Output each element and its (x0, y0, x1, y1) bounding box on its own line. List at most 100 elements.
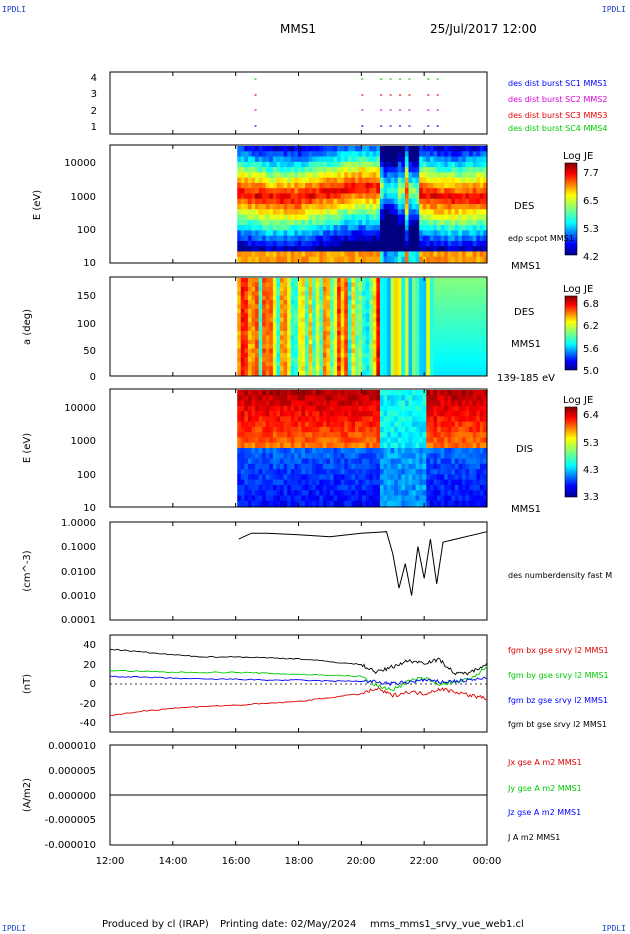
spectrogram-cell (344, 458, 349, 465)
spectrogram-cell (315, 432, 320, 439)
spectrogram-cell (390, 295, 395, 301)
spectrogram-cell (387, 317, 392, 323)
spectrogram-cell (237, 458, 242, 465)
spectrogram-cell (369, 495, 374, 502)
spectrogram-cell (437, 370, 442, 376)
spectrogram-cell (326, 490, 331, 497)
spectrogram-cell (369, 313, 374, 319)
spectrogram-cell (426, 357, 431, 363)
spectrogram-cell (308, 295, 313, 301)
spectrogram-cell (401, 432, 406, 439)
spectrogram-cell (419, 484, 424, 491)
spectrogram-cell (412, 251, 417, 258)
spectrogram-cell (401, 411, 406, 417)
spectrogram-cell (465, 246, 470, 253)
spectrogram-cell (412, 416, 417, 423)
spectrogram-cell (290, 484, 295, 491)
spectrogram-cell (290, 278, 295, 284)
spectrogram-cell (426, 469, 431, 475)
spectrogram-cell (415, 182, 420, 189)
spectrogram-cell (387, 326, 392, 332)
spectrogram-cell (426, 463, 431, 470)
spectrogram-cell (465, 198, 470, 205)
spectrogram-cell (337, 421, 342, 428)
spectrogram-cell (397, 295, 402, 301)
spectrogram-cell (344, 240, 349, 247)
spectrogram-cell (358, 304, 363, 310)
spectrogram-cell (404, 390, 410, 396)
spectrogram-cell (330, 405, 335, 412)
spectrogram-cell (365, 235, 370, 242)
spectrogram-cell (251, 370, 256, 376)
spectrogram-cell (283, 300, 288, 306)
des-energy-ylabel: E (eV) (32, 190, 43, 220)
spectrogram-cell (387, 308, 392, 314)
spectrogram-cell (422, 313, 427, 319)
spectrogram-cell (451, 495, 456, 502)
spectrogram-cell (444, 352, 449, 358)
burst-ytick: 3 (91, 89, 97, 100)
spectrogram-cell (351, 495, 356, 502)
spectrogram-cell (283, 317, 288, 323)
spectrogram-cell (419, 225, 424, 231)
spectrogram-cell (458, 198, 463, 205)
spectrogram-cell (237, 156, 242, 163)
spectrogram-cell (469, 390, 474, 396)
spectrogram-cell (387, 240, 392, 247)
spectrogram-cell (354, 366, 360, 372)
spectrogram-cell (255, 344, 260, 350)
spectrogram-cell (326, 167, 331, 173)
spectrogram-cell (351, 146, 356, 152)
spectrogram-cell (444, 437, 449, 444)
spectrogram-cell (340, 479, 345, 486)
spectrogram-cell (397, 156, 402, 163)
spectrogram-cell (247, 395, 253, 402)
spectrogram-cell (426, 458, 431, 465)
spectrogram-cell (358, 322, 363, 328)
spectrogram-cell (454, 251, 460, 258)
spectrogram-cell (262, 463, 267, 470)
spectrogram-cell (297, 167, 303, 173)
spectrogram-cell (412, 330, 417, 336)
spectrogram-cell (297, 421, 303, 428)
spectrogram-cell (426, 479, 431, 486)
spectrogram-cell (401, 193, 406, 200)
spectrogram-cell (437, 209, 442, 216)
spectrogram-cell (340, 161, 345, 168)
spectrogram-cell (390, 204, 395, 210)
spectrogram-cell (479, 326, 485, 332)
spectrogram-cell (322, 291, 328, 297)
spectrogram-cell (280, 335, 285, 341)
spectrogram-cell (397, 366, 402, 372)
spectrogram-cell (276, 469, 281, 475)
spectrogram-cell (444, 361, 449, 367)
spectrogram-cell (379, 348, 385, 354)
spectrogram-cell (240, 448, 245, 454)
spectrogram-cell (308, 313, 313, 319)
spectrogram-cell (354, 474, 360, 481)
spectrogram-cell (451, 400, 456, 407)
spectrogram-cell (262, 182, 267, 189)
spectrogram-cell (240, 295, 245, 301)
spectrogram-cell (372, 469, 377, 475)
spectrogram-cell (401, 395, 406, 402)
spectrogram-cell (451, 240, 456, 247)
spectrogram-cell (269, 300, 274, 306)
spectrogram-cell (454, 151, 460, 158)
spectrogram-cell (351, 156, 356, 163)
spectrogram-cell (444, 335, 449, 341)
spectrogram-cell (362, 240, 367, 247)
spectrogram-cell (440, 416, 445, 423)
spectrogram-cell (276, 361, 281, 367)
spectrogram-cell (326, 291, 331, 297)
spectrogram-cell (258, 395, 263, 402)
spectrogram-cell (244, 432, 249, 439)
spectrogram-cell (255, 395, 260, 402)
spectrogram-cell (379, 308, 385, 314)
spectrogram-cell (358, 432, 363, 439)
spectrogram-cell (351, 416, 356, 423)
spectrogram-cell (330, 300, 335, 306)
des-energy-cbar-title: Log JE (563, 151, 593, 162)
spectrogram-cell (426, 411, 431, 417)
spectrogram-cell (276, 400, 281, 407)
